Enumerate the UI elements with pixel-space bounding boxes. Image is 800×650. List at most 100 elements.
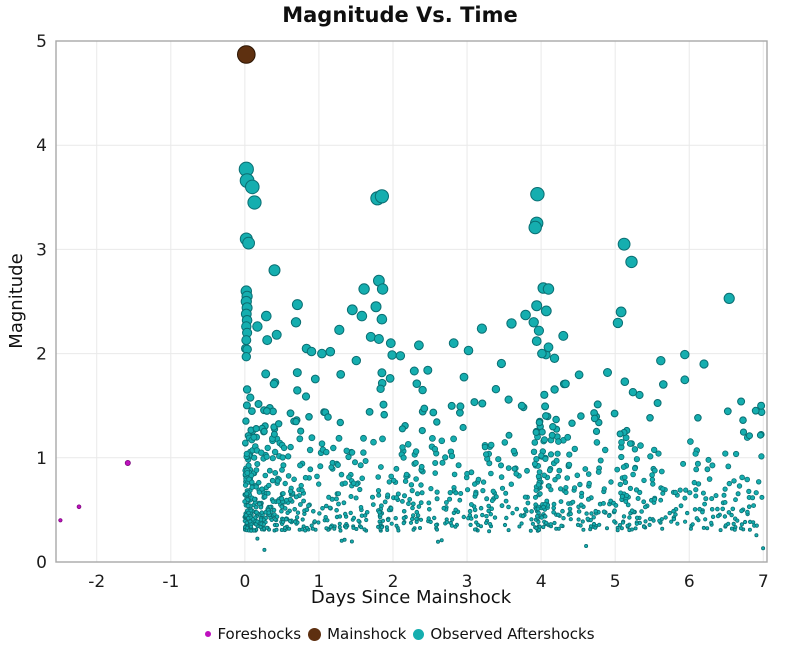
data-point [410, 501, 416, 507]
data-point [244, 520, 249, 525]
data-point [254, 510, 259, 515]
x-tick-label: 4 [536, 572, 547, 592]
data-point [370, 301, 382, 313]
data-point [292, 506, 298, 512]
data-point [275, 478, 281, 484]
data-point [295, 510, 301, 515]
data-point [490, 488, 496, 494]
data-point [671, 508, 676, 514]
data-point [493, 494, 499, 500]
data-point [658, 497, 664, 503]
legend-item-observed-aftershocks[interactable]: Observed Aftershocks [413, 625, 595, 643]
data-point [356, 310, 368, 322]
legend-label: Mainshock [327, 625, 407, 643]
data-point [699, 359, 709, 369]
data-point [722, 499, 728, 505]
data-point [531, 460, 538, 467]
data-point [519, 521, 524, 526]
data-point [451, 471, 458, 478]
data-point [285, 453, 292, 460]
data-point [603, 368, 612, 377]
data-point [337, 521, 342, 526]
data-point [337, 525, 342, 530]
data-point [739, 474, 745, 481]
data-point [593, 525, 598, 530]
data-point [581, 527, 586, 532]
data-point [377, 368, 387, 378]
data-point [428, 434, 436, 442]
data-point [296, 435, 304, 443]
data-point [551, 501, 557, 507]
data-point [559, 523, 564, 528]
data-point [261, 522, 266, 527]
data-point [656, 356, 666, 366]
data-point [348, 493, 354, 499]
data-point [285, 510, 290, 515]
data-point [76, 504, 82, 510]
data-point [242, 401, 251, 410]
data-point [252, 425, 260, 433]
data-point [578, 502, 584, 508]
data-point [374, 189, 389, 204]
data-point [279, 466, 285, 473]
data-point [318, 440, 326, 448]
data-point [641, 499, 647, 505]
data-point [275, 420, 283, 428]
data-point [394, 523, 399, 528]
legend-item-foreshocks[interactable]: Foreshocks [205, 625, 301, 643]
data-point [683, 487, 689, 493]
data-point [567, 506, 573, 512]
data-point [744, 476, 750, 483]
x-tick-label: 0 [239, 572, 250, 592]
data-point [412, 448, 420, 455]
data-point [563, 489, 569, 495]
data-point [547, 451, 555, 458]
data-point [237, 45, 256, 64]
data-point [336, 370, 346, 379]
data-point [429, 408, 438, 417]
data-point [358, 283, 370, 295]
data-point [399, 498, 405, 504]
data-point [739, 508, 744, 514]
data-point [338, 471, 345, 478]
data-point [447, 489, 453, 496]
data-point [731, 521, 736, 527]
data-point [504, 515, 509, 521]
data-point [324, 526, 329, 531]
data-point [269, 517, 274, 523]
data-point [464, 487, 471, 493]
data-point [528, 528, 533, 533]
data-point [254, 400, 263, 408]
data-point [680, 460, 687, 467]
data-point [528, 220, 542, 235]
data-point [334, 324, 345, 335]
data-point [242, 499, 248, 505]
data-point [434, 489, 440, 495]
data-point [327, 505, 333, 511]
data-point [480, 487, 486, 494]
data-point [622, 479, 629, 485]
data-point [627, 515, 632, 520]
data-point [617, 481, 623, 488]
data-point [472, 481, 478, 487]
data-point [631, 446, 639, 453]
data-point [385, 374, 395, 383]
data-point [489, 506, 495, 512]
data-point [435, 539, 440, 544]
data-point [310, 374, 320, 384]
data-point [393, 465, 400, 472]
data-point [693, 487, 699, 493]
legend-item-mainshock[interactable]: Mainshock [308, 625, 406, 643]
x-tick-label: 2 [388, 572, 399, 592]
data-point [652, 496, 658, 502]
data-point [735, 518, 740, 523]
data-point [759, 494, 765, 500]
x-tick-label: 3 [462, 572, 473, 592]
data-point [478, 399, 487, 408]
data-point [472, 527, 477, 532]
data-point [434, 527, 439, 532]
data-point [376, 524, 381, 529]
data-point [426, 506, 432, 512]
data-point [675, 521, 680, 526]
data-point [721, 492, 727, 498]
